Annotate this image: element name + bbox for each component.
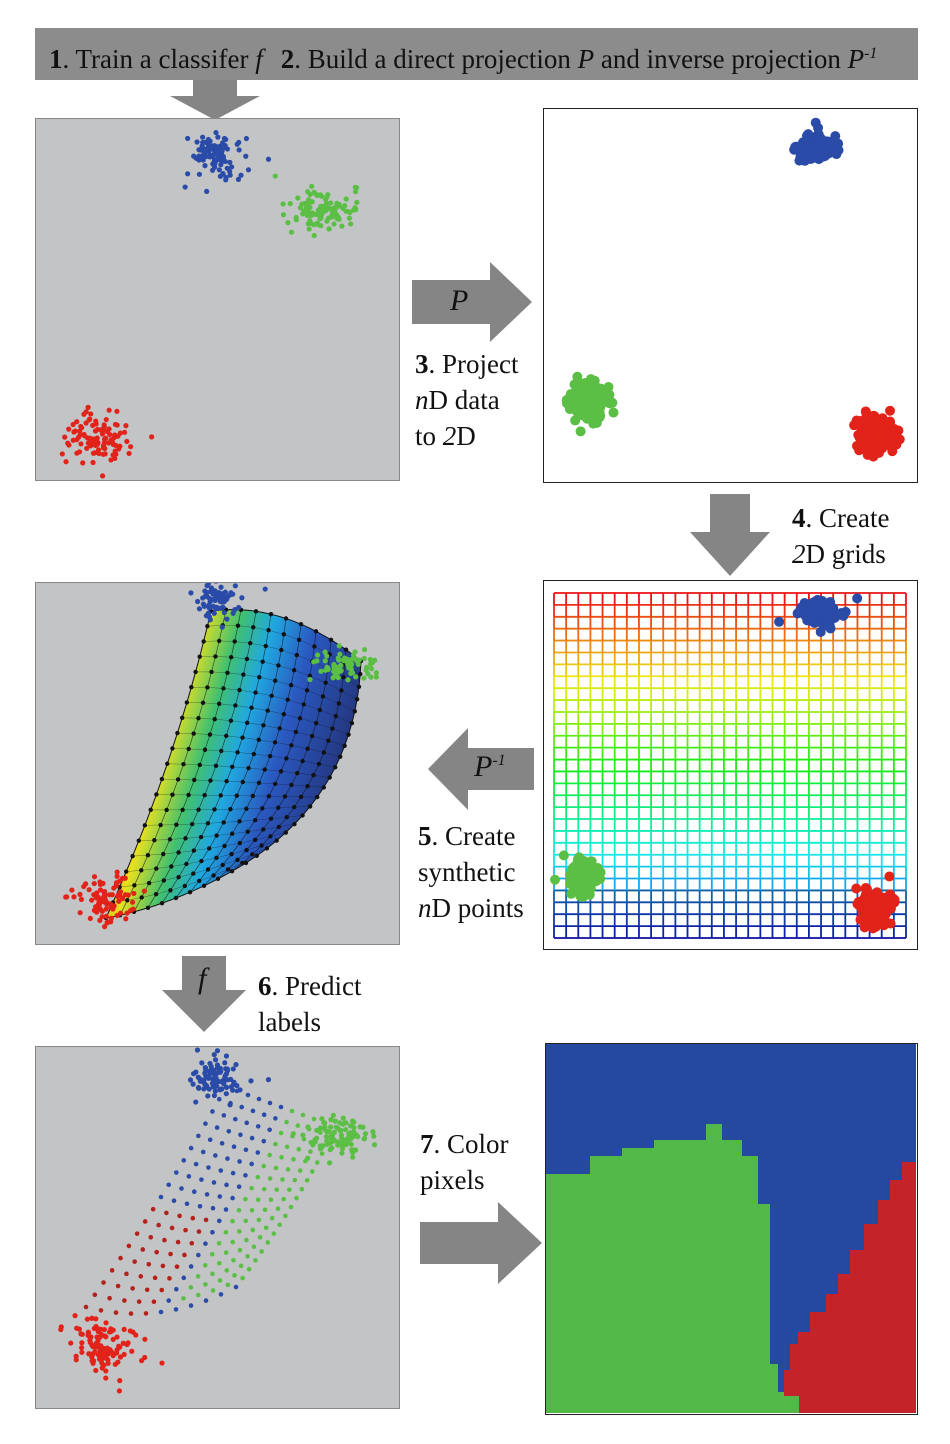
- predict-symbol: f: [198, 962, 207, 995]
- left-arrow-inverse: [428, 728, 534, 810]
- step3-line3: D: [456, 421, 476, 451]
- surface-red: [63, 869, 147, 930]
- grid-blue: [774, 593, 863, 637]
- surface-green: [307, 643, 379, 683]
- right-arrow-color: [420, 1202, 542, 1284]
- pred-red-cluster: [58, 1313, 165, 1394]
- step2-inverse-sup: -1: [864, 45, 878, 62]
- step7-line1: . Color: [433, 1129, 509, 1159]
- step1-number: 1: [49, 44, 63, 74]
- step3-line2: D data: [428, 385, 500, 415]
- step5-line3: D points: [431, 893, 524, 923]
- step3-label: 3. Project nD data to 2D: [415, 346, 518, 454]
- panel-predicted-labels: [35, 1046, 400, 1409]
- synthetic-surface-plot: [63, 583, 379, 930]
- grid-lines: [553, 592, 907, 939]
- panel-synthetic-surface: [35, 582, 400, 945]
- cluster-blue: [182, 129, 272, 194]
- step2-text: . Build a direct projection: [294, 44, 578, 74]
- step5-line3-var: n: [418, 893, 432, 923]
- panel-nd-data: [35, 118, 400, 481]
- step7-label: 7. Color pixels: [420, 1126, 509, 1198]
- step5-number: 5: [418, 821, 432, 851]
- decision-map: [546, 1044, 916, 1413]
- surface-blue: [188, 583, 268, 630]
- pred-green-cluster: [290, 1112, 378, 1166]
- grid-green: [550, 850, 606, 902]
- region-green: [546, 1124, 799, 1413]
- step3-line3-pre: to: [415, 421, 443, 451]
- step3-line3-var: 2: [442, 421, 457, 451]
- pipeline-header: 1. Train a classifer f 2. Build a direct …: [35, 28, 918, 80]
- projected-green: [561, 371, 619, 437]
- step4-line2-var: 2: [792, 539, 806, 569]
- step6-line2: labels: [258, 1007, 321, 1037]
- predicted-points: [83, 1084, 339, 1316]
- step5-label: 5. Create synthetic nD points: [418, 818, 524, 926]
- step6-number: 6: [258, 971, 272, 1001]
- inverse-symbol-letter: P: [474, 750, 493, 783]
- projected-blue: [789, 117, 844, 166]
- inverse-symbol: P-1: [474, 750, 506, 784]
- step2-number: 2: [280, 44, 295, 74]
- step4-number: 4: [792, 503, 806, 533]
- step5-line1: . Create: [431, 821, 516, 851]
- cluster-green: [272, 173, 360, 239]
- step4-line2: D grids: [805, 539, 886, 569]
- cluster-red: [59, 404, 155, 479]
- step4-line1: . Create: [805, 503, 890, 533]
- panel-2d-grid: [543, 580, 918, 950]
- region-red: [784, 1162, 916, 1413]
- panel-decision-map: [545, 1043, 918, 1415]
- down-arrow-predict: [162, 956, 246, 1032]
- step5-line2: synthetic: [418, 857, 516, 887]
- projection-scatter: [561, 117, 905, 462]
- step6-label: 6. Predict labels: [258, 968, 361, 1040]
- down-arrow-train: [170, 80, 260, 120]
- projected-red: [849, 405, 905, 462]
- grid-plot: [550, 592, 907, 939]
- predicted-labels-scatter: [58, 1047, 378, 1394]
- step3-number: 3: [415, 349, 429, 379]
- step6-line1: . Predict: [271, 971, 362, 1001]
- step2-text-2: and inverse projection: [594, 44, 848, 74]
- nd-data-scatter: [59, 129, 360, 479]
- right-arrow-project: [412, 262, 532, 342]
- project-symbol: P: [450, 284, 469, 317]
- step3-line1: . Project: [428, 349, 519, 379]
- grid-red: [851, 871, 900, 934]
- step7-number: 7: [420, 1129, 434, 1159]
- step3-line2-var: n: [415, 385, 429, 415]
- step7-line2: pixels: [420, 1165, 485, 1195]
- panel-2d-projection: [543, 108, 918, 483]
- step2-projection-symbol: P: [577, 44, 595, 74]
- down-arrow-grids: [690, 494, 770, 576]
- step2-inverse-symbol: P: [847, 44, 865, 74]
- inverse-symbol-sup: -1: [492, 752, 506, 769]
- step1-text: . Train a classifer: [62, 44, 256, 74]
- step4-label: 4. Create 2D grids: [792, 500, 889, 572]
- step1-classifier-symbol: f: [255, 44, 263, 74]
